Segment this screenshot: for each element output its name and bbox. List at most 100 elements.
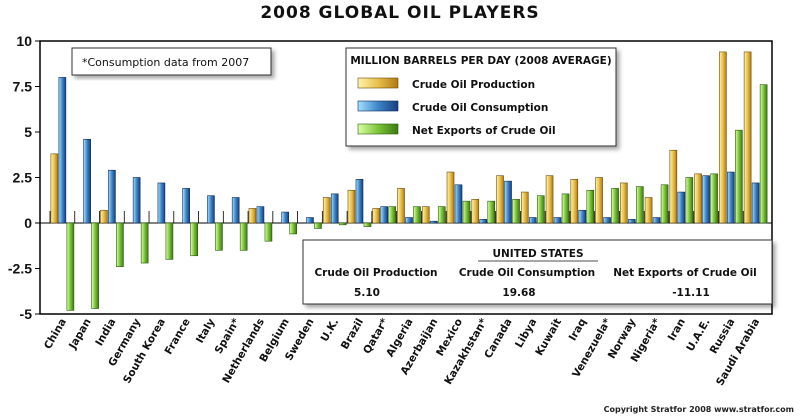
bar-net-exports bbox=[536, 195, 545, 224]
legend-label-consumption: Crude Oil Consumption bbox=[412, 102, 548, 114]
x-tick-label: Iraq bbox=[567, 317, 589, 344]
bar-net-exports bbox=[116, 222, 124, 267]
y-tick-label: 7.5 bbox=[13, 79, 33, 95]
bar-consumption bbox=[702, 175, 710, 224]
bar-consumption bbox=[132, 177, 141, 224]
y-tick-label: -2.5 bbox=[8, 261, 32, 277]
bar-consumption bbox=[256, 206, 265, 224]
x-tick-label: Iran bbox=[666, 317, 688, 343]
bar-net-exports bbox=[66, 222, 75, 311]
bar-net-exports bbox=[561, 193, 570, 224]
bar-net-exports bbox=[338, 222, 347, 226]
us-value-production: 5.10 bbox=[354, 287, 380, 299]
chart-title: 2008 GLOBAL OIL PLAYERS bbox=[260, 3, 539, 23]
bar-consumption bbox=[603, 217, 611, 224]
bar-consumption bbox=[281, 211, 290, 224]
us-value-net-exports: -11.11 bbox=[672, 287, 710, 299]
bar-production bbox=[322, 197, 331, 224]
x-tick-label: China bbox=[42, 317, 69, 352]
bar-net-exports bbox=[413, 206, 421, 224]
legend-label-net-exports: Net Exports of Crude Oil bbox=[412, 125, 556, 137]
y-tick-label: 0 bbox=[24, 215, 32, 231]
us-inset: UNITED STATES Crude Oil Production Crude… bbox=[302, 239, 773, 305]
us-inset-title: UNITED STATES bbox=[492, 248, 583, 260]
y-tick-label: 10 bbox=[16, 33, 32, 49]
bar-consumption bbox=[380, 206, 389, 224]
bar-net-exports bbox=[388, 206, 397, 224]
bar-consumption bbox=[306, 217, 314, 224]
bar-consumption bbox=[405, 217, 413, 224]
y-tick-label: 5 bbox=[24, 124, 32, 140]
bar-consumption bbox=[553, 217, 562, 224]
bar-net-exports bbox=[685, 177, 694, 224]
bar-consumption bbox=[628, 219, 636, 224]
bar-net-exports bbox=[140, 222, 149, 264]
x-tick-label: Libya bbox=[513, 317, 539, 350]
us-header-consumption: Crude Oil Consumption bbox=[459, 267, 595, 279]
bar-production bbox=[595, 177, 603, 224]
bar-consumption bbox=[504, 180, 512, 224]
bar-production bbox=[100, 209, 108, 224]
bar-consumption bbox=[652, 217, 661, 224]
bar-production bbox=[545, 175, 554, 224]
bar-production bbox=[372, 208, 381, 224]
bar-net-exports bbox=[636, 186, 644, 224]
bar-consumption bbox=[157, 182, 166, 224]
bar-production bbox=[397, 188, 405, 224]
bar-net-exports bbox=[264, 222, 273, 242]
bar-net-exports bbox=[586, 189, 595, 224]
bar-net-exports bbox=[611, 188, 619, 224]
bar-net-exports bbox=[289, 222, 298, 235]
legend-title: MILLION BARRELS PER DAY (2008 AVERAGE) bbox=[350, 55, 611, 67]
bars bbox=[49, 51, 768, 311]
bar-net-exports bbox=[512, 199, 520, 224]
legend-swatch-net-exports bbox=[357, 123, 399, 135]
bar-production bbox=[669, 149, 678, 224]
legend-swatch-consumption bbox=[357, 100, 399, 112]
bar-net-exports bbox=[363, 222, 372, 227]
x-tick-label: U.K. bbox=[319, 317, 342, 344]
bar-production bbox=[471, 199, 480, 224]
bar-net-exports bbox=[462, 200, 471, 224]
y-axis: 10 7.5 5 2.5 0 -2.5 -5 bbox=[8, 33, 40, 322]
bar-net-exports bbox=[437, 206, 446, 224]
x-tick-label: Italy bbox=[194, 316, 218, 345]
bar-consumption bbox=[330, 193, 339, 224]
copyright: Copyright Stratfor 2008 www.stratfor.com bbox=[604, 405, 794, 414]
us-header-production: Crude Oil Production bbox=[314, 267, 437, 279]
bar-consumption bbox=[108, 169, 116, 224]
bar-production bbox=[50, 153, 59, 224]
bar-production bbox=[248, 208, 257, 224]
bar-consumption bbox=[58, 77, 67, 224]
bar-consumption bbox=[727, 171, 735, 224]
bar-consumption bbox=[182, 188, 190, 224]
bar-net-exports bbox=[487, 200, 496, 224]
legend: MILLION BARRELS PER DAY (2008 AVERAGE) C… bbox=[345, 47, 617, 147]
bar-consumption bbox=[207, 195, 215, 224]
x-tick-label: Japan bbox=[66, 317, 93, 353]
bar-consumption bbox=[677, 191, 686, 224]
legend-swatch-production bbox=[357, 77, 399, 89]
bar-production bbox=[694, 173, 702, 224]
x-tick-label: India bbox=[93, 317, 118, 349]
y-tick-label: 2.5 bbox=[13, 170, 33, 186]
legend-label-production: Crude Oil Production bbox=[412, 79, 535, 91]
note-box bbox=[71, 47, 272, 76]
bar-production bbox=[644, 197, 653, 224]
bar-net-exports bbox=[239, 222, 248, 251]
bar-consumption bbox=[479, 219, 488, 224]
bar-production bbox=[743, 51, 752, 224]
us-value-consumption: 19.68 bbox=[502, 287, 535, 299]
x-tick-label: Brazil bbox=[339, 317, 366, 352]
bar-production bbox=[620, 182, 628, 224]
bar-net-exports bbox=[735, 129, 743, 224]
bar-consumption bbox=[355, 179, 364, 224]
bar-consumption bbox=[528, 217, 537, 224]
bar-consumption bbox=[751, 182, 760, 224]
bar-net-exports bbox=[190, 222, 198, 257]
bar-net-exports bbox=[91, 222, 99, 309]
consumption-note: *Consumption data from 2007 bbox=[82, 56, 249, 69]
bar-production bbox=[520, 191, 529, 224]
